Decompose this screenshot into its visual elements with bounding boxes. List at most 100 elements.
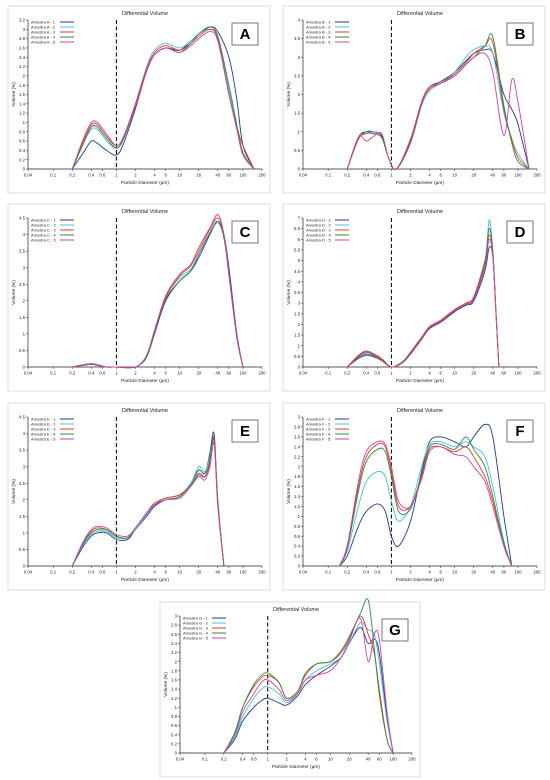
y-tick-label: 2 (298, 464, 301, 469)
series-line-2 (338, 440, 513, 567)
x-tick-label: 0.4 (88, 173, 95, 178)
series-line-5 (346, 238, 500, 368)
y-tick-label: 1 (175, 705, 178, 710)
y-tick-label: 1.5 (19, 514, 26, 519)
legend-entry-label: Amostra A - 5 (31, 40, 56, 45)
y-tick-label: 3.5 (19, 249, 26, 254)
y-tick-label: 0.6 (19, 139, 26, 144)
y-tick-label: 2.2 (171, 650, 178, 655)
panel-letter-box (231, 419, 259, 443)
x-tick-label: 0.1 (202, 757, 209, 762)
y-tick-label: 2 (298, 322, 301, 327)
panel-letter-box (231, 22, 259, 46)
y-tick-label: 1 (298, 514, 301, 519)
y-tick-label: 2.6 (294, 434, 301, 439)
chart-panel-b: Differential Volume 0 0.5 1 1.5 2 2.5 3 3.5 4 0.04… (282, 5, 546, 194)
series-line-3 (346, 234, 500, 368)
y-tick-label: 3.5 (294, 290, 301, 295)
x-tick-label: 100 (239, 570, 247, 575)
x-tick-label: 0.6 (374, 371, 381, 376)
x-tick-label: 0.1 (325, 173, 332, 178)
y-tick-label: 0.2 (19, 157, 26, 162)
y-tick-label: 0.2 (294, 554, 301, 559)
x-tick-label: 200 (258, 371, 266, 376)
y-tick-label: 2.8 (171, 623, 178, 628)
y-tick-label: 1.2 (294, 504, 301, 509)
legend-entry-label: Amostra A - 2 (31, 25, 56, 30)
x-tick-label: 40 (215, 570, 220, 575)
y-tick-label: 2.5 (294, 311, 301, 316)
series-line-1 (223, 626, 394, 754)
y-tick-label: 1.5 (294, 111, 301, 116)
chart-title: Differential Volume (122, 209, 168, 215)
legend-entry-label: Amostra F - 5 (306, 437, 331, 442)
legend-entry-label: Amostra B - 3 (306, 30, 331, 35)
y-tick-label: 2.8 (294, 425, 301, 430)
y-tick-label: 1.5 (294, 333, 301, 338)
x-tick-label: 1 (115, 570, 118, 575)
legend-entry-label: Amostra G - 3 (183, 626, 209, 631)
x-tick-label: 0.4 (363, 173, 370, 178)
x-tick-label: 1 (115, 173, 118, 178)
x-tick-label: 100 (239, 173, 247, 178)
legend-entry-label: Amostra F - 2 (306, 422, 331, 427)
legend-entry-label: Amostra F - 4 (306, 432, 331, 437)
y-tick-label: 0.5 (294, 148, 301, 153)
y-tick-label: 1.8 (294, 474, 301, 479)
panel-letter: C (240, 224, 251, 241)
x-tick-label: 0.1 (325, 371, 332, 376)
y-tick-label: 2.4 (294, 444, 301, 449)
y-tick-label: 0 (298, 167, 301, 172)
y-tick-label: 0.5 (294, 354, 301, 359)
x-tick-label: 10 (452, 173, 457, 178)
x-tick-label: 0.4 (363, 570, 370, 575)
legend-entry-label: Amostra E - 5 (31, 437, 56, 442)
y-tick-label: 1.6 (171, 678, 178, 683)
x-tick-label: 60 (227, 371, 232, 376)
y-tick-label: 6.5 (294, 226, 301, 231)
x-tick-label: 10 (177, 173, 182, 178)
legend-entry-label: Amostra B - 5 (306, 40, 331, 45)
chart-panel-a: Differential Volume 0 0.2 0.4 0.6 0.8 1 1.2 1.4 1… (7, 5, 271, 194)
y-tick-label: 4 (298, 18, 301, 23)
x-axis-label: Particle Diameter (µm) (121, 577, 169, 583)
x-tick-label: 0.6 (374, 173, 381, 178)
x-tick-label: 0.04 (24, 173, 33, 178)
panel-letter-box (381, 618, 409, 642)
x-tick-label: 40 (490, 371, 495, 376)
legend-entry-label: Amostra B - 1 (306, 20, 331, 25)
y-tick-label: 1 (23, 331, 26, 336)
x-tick-label: 0.04 (24, 371, 33, 376)
panel-border (7, 203, 271, 392)
x-tick-label: 0.1 (50, 371, 57, 376)
x-tick-label: 60 (227, 570, 232, 575)
y-tick-label: 4 (23, 232, 26, 237)
x-axis-label: Particle Diameter (µm) (272, 764, 320, 770)
chart-panel-g: Differential Volume 0 0.2 0.4 0.6 0.8 1 1.2 1.4 1… (159, 598, 421, 778)
x-tick-label: 6 (164, 173, 167, 178)
y-tick-label: 1 (298, 129, 301, 134)
x-tick-label: 60 (227, 173, 232, 178)
legend-entry-label: Amostra F - 3 (306, 427, 331, 432)
x-tick-label: 60 (502, 570, 507, 575)
x-tick-label: 40 (490, 570, 495, 575)
legend-entry-label: Amostra G - 2 (183, 621, 209, 626)
x-tick-label: 0.04 (176, 757, 185, 762)
x-tick-label: 100 (514, 570, 522, 575)
x-tick-label: 4 (428, 570, 431, 575)
x-tick-label: 200 (533, 371, 541, 376)
y-tick-label: 1.8 (19, 83, 26, 88)
y-tick-label: 1.2 (171, 696, 178, 701)
x-tick-label: 20 (196, 173, 201, 178)
x-tick-label: 1 (390, 173, 393, 178)
panel-border (7, 5, 271, 194)
y-tick-label: 5 (298, 258, 301, 263)
y-tick-label: 2 (175, 659, 178, 664)
chart-title: Differential Volume (397, 11, 443, 17)
panel-letter: A (240, 26, 251, 43)
x-tick-label: 1 (390, 371, 393, 376)
y-tick-label: 2.2 (294, 454, 301, 459)
panel-letter: G (389, 622, 401, 639)
